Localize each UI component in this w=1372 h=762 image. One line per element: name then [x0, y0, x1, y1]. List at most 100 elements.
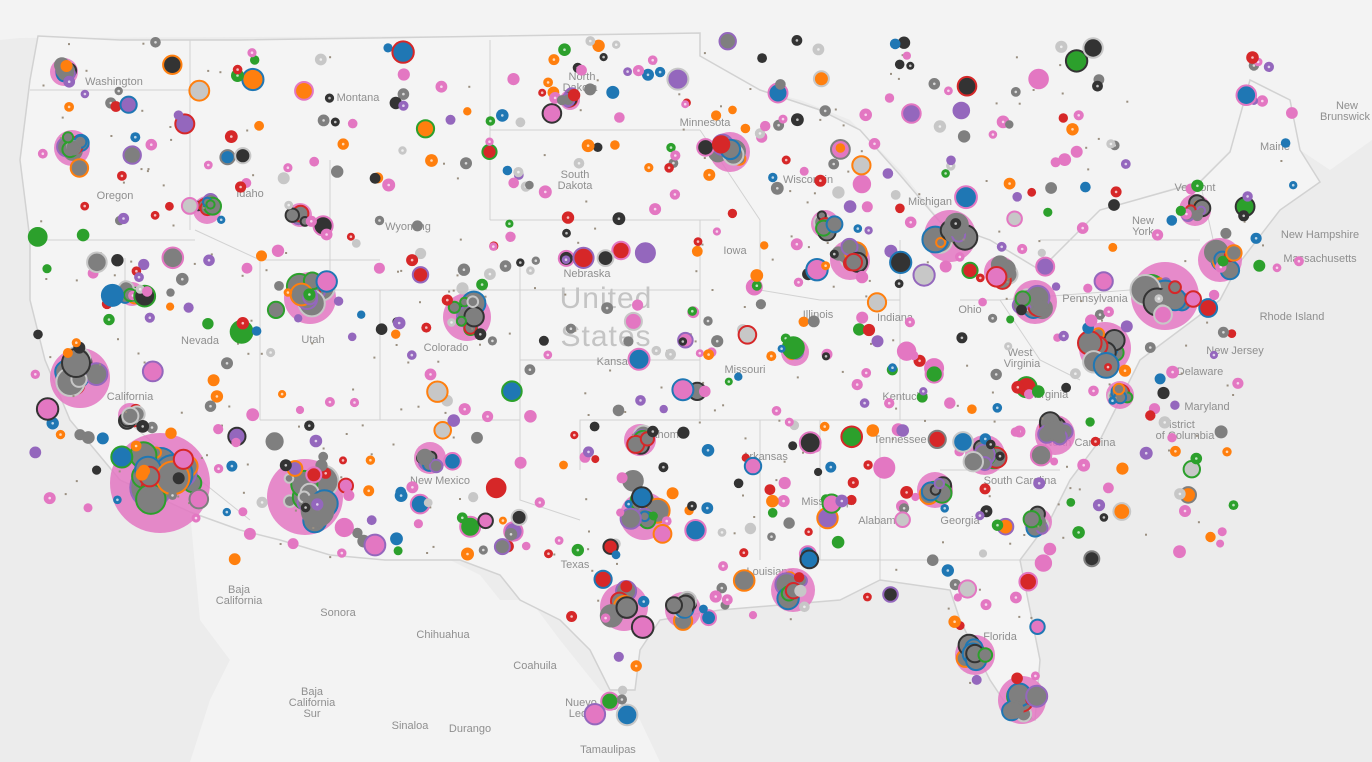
marker-dot[interactable]: [172, 448, 194, 470]
location-marker[interactable]: [601, 302, 613, 314]
marker-dot[interactable]: [1016, 304, 1027, 316]
location-marker[interactable]: [423, 498, 433, 508]
location-marker[interactable]: [612, 404, 625, 417]
location-marker[interactable]: [840, 425, 864, 449]
marker-dot[interactable]: [287, 538, 299, 550]
marker-dot[interactable]: [897, 36, 911, 49]
location-marker[interactable]: [658, 462, 669, 473]
marker-dot[interactable]: [788, 441, 798, 451]
location-marker[interactable]: [1077, 458, 1091, 472]
marker-dot[interactable]: [583, 703, 607, 726]
marker-dot[interactable]: [666, 67, 690, 91]
marker-dot[interactable]: [952, 101, 971, 120]
metro-marker[interactable]: [1168, 280, 1182, 295]
location-marker[interactable]: [477, 512, 494, 530]
marker-dot[interactable]: [493, 538, 511, 556]
location-marker[interactable]: [961, 261, 979, 279]
location-marker[interactable]: [1050, 157, 1061, 168]
location-marker[interactable]: [751, 280, 762, 291]
marker-dot[interactable]: [611, 550, 621, 560]
marker-dot[interactable]: [456, 282, 469, 295]
marker-dot[interactable]: [909, 350, 919, 361]
marker-dot[interactable]: [111, 254, 124, 267]
marker-dot[interactable]: [740, 123, 751, 134]
location-marker[interactable]: [952, 431, 974, 453]
location-marker[interactable]: [847, 477, 859, 489]
location-marker[interactable]: [347, 118, 358, 129]
location-marker[interactable]: [1286, 107, 1298, 119]
marker-dot[interactable]: [309, 156, 320, 167]
location-marker[interactable]: [411, 220, 423, 232]
location-marker[interactable]: [944, 397, 956, 409]
location-marker[interactable]: [391, 329, 401, 339]
location-marker[interactable]: [113, 495, 122, 505]
location-marker[interactable]: [180, 197, 199, 215]
marker-dot[interactable]: [1027, 187, 1037, 197]
location-marker[interactable]: [1083, 550, 1101, 568]
marker-dot[interactable]: [632, 299, 644, 311]
location-marker[interactable]: [933, 120, 947, 133]
location-marker[interactable]: [304, 420, 315, 431]
location-marker[interactable]: [1106, 139, 1116, 149]
location-marker[interactable]: [1051, 282, 1061, 291]
location-marker[interactable]: [346, 232, 355, 241]
location-marker[interactable]: [210, 390, 224, 403]
marker-dot[interactable]: [397, 68, 410, 81]
location-marker[interactable]: [1190, 452, 1203, 465]
location-marker[interactable]: [204, 400, 217, 412]
location-marker[interactable]: [35, 397, 60, 421]
location-marker[interactable]: [948, 615, 961, 628]
marker-dot[interactable]: [606, 85, 620, 99]
marker-dot[interactable]: [767, 508, 778, 518]
location-marker[interactable]: [1058, 330, 1069, 342]
location-marker[interactable]: [166, 302, 175, 311]
marker-dot[interactable]: [760, 120, 771, 132]
location-marker[interactable]: [864, 226, 873, 235]
marker-dot[interactable]: [165, 201, 174, 211]
marker-dot[interactable]: [1035, 256, 1056, 277]
location-marker[interactable]: [146, 421, 158, 434]
location-marker[interactable]: [1151, 229, 1164, 241]
location-marker[interactable]: [1157, 386, 1170, 400]
location-marker[interactable]: [1027, 187, 1037, 197]
marker-dot[interactable]: [138, 258, 150, 271]
marker-dot[interactable]: [591, 455, 600, 464]
location-marker[interactable]: [534, 497, 545, 508]
marker-dot[interactable]: [1066, 498, 1076, 507]
location-marker[interactable]: [711, 335, 724, 348]
location-marker[interactable]: [219, 149, 236, 166]
marker-dot[interactable]: [505, 231, 516, 242]
marker-dot[interactable]: [373, 262, 385, 274]
marker-dot[interactable]: [331, 165, 344, 178]
location-marker[interactable]: [397, 68, 410, 81]
marker-dot[interactable]: [1010, 427, 1021, 437]
location-marker[interactable]: [1072, 526, 1085, 539]
marker-dot[interactable]: [631, 486, 653, 509]
location-marker[interactable]: [895, 203, 905, 214]
location-marker[interactable]: [398, 146, 407, 155]
location-marker[interactable]: [1120, 320, 1133, 333]
location-marker[interactable]: [902, 51, 912, 60]
location-marker[interactable]: [283, 288, 293, 297]
marker-dot[interactable]: [277, 172, 290, 185]
location-marker[interactable]: [737, 325, 758, 345]
location-marker[interactable]: [363, 533, 387, 557]
location-marker[interactable]: [1029, 618, 1046, 635]
marker-dot[interactable]: [481, 143, 498, 160]
marker-dot[interactable]: [593, 142, 603, 152]
marker-dot[interactable]: [671, 378, 695, 402]
location-marker[interactable]: [561, 255, 571, 264]
marker-dot[interactable]: [524, 410, 537, 423]
location-marker[interactable]: [373, 262, 385, 274]
location-marker[interactable]: [783, 517, 795, 529]
marker-dot[interactable]: [1116, 462, 1129, 475]
location-marker[interactable]: [481, 143, 498, 160]
location-marker[interactable]: [716, 582, 728, 594]
location-marker[interactable]: [991, 519, 1004, 531]
marker-dot[interactable]: [219, 149, 236, 166]
location-marker[interactable]: [1235, 84, 1258, 106]
metro-marker[interactable]: [447, 300, 461, 314]
metro-marker[interactable]: [1043, 419, 1066, 442]
location-marker[interactable]: [596, 249, 615, 268]
marker-dot[interactable]: [1005, 120, 1014, 129]
